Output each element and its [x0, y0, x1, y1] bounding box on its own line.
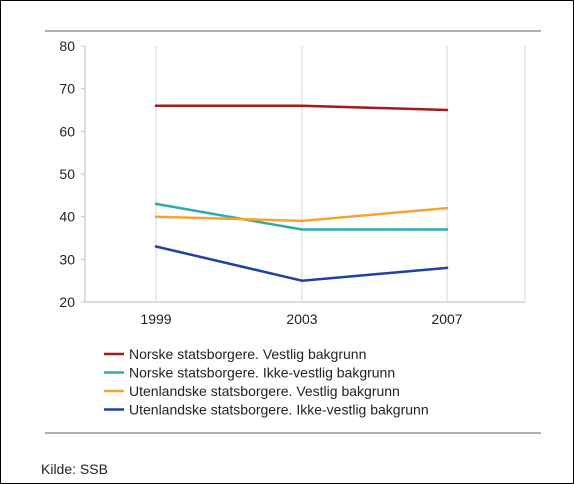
- y-tick-label: 60: [59, 123, 75, 139]
- x-tick-label: 1999: [140, 311, 171, 327]
- y-axis: 20 30 40 50 60 70 80: [59, 38, 85, 310]
- data-point: [300, 104, 304, 107]
- y-tick-label: 80: [59, 38, 75, 54]
- y-tick-label: 70: [59, 81, 75, 97]
- series-lines: [154, 104, 449, 282]
- x-axis: 1999 2003 2007: [140, 311, 462, 327]
- legend-label: Norske statsborgere. Ikke-vestlig bakgru…: [129, 365, 395, 381]
- grid-lines: [84, 46, 526, 303]
- source-note: Kilde: SSB: [41, 461, 108, 477]
- x-tick-label: 2003: [286, 311, 317, 327]
- y-tick-label: 20: [59, 294, 75, 310]
- data-point: [300, 279, 304, 282]
- data-point: [154, 104, 158, 107]
- y-tick-label: 40: [59, 209, 75, 225]
- legend-label: Utenlandske statsborgere. Vestlig bakgru…: [129, 383, 400, 399]
- legend-label: Utenlandske statsborgere. Ikke-vestlig b…: [129, 402, 429, 418]
- data-point: [300, 228, 304, 231]
- x-tick-label: 2007: [431, 311, 462, 327]
- legend-label: Norske statsborgere. Vestlig bakgrunn: [129, 346, 366, 362]
- y-tick-label: 30: [59, 251, 75, 267]
- data-point: [445, 108, 449, 112]
- data-point: [445, 266, 449, 270]
- data-point: [154, 202, 158, 206]
- data-point: [154, 215, 158, 218]
- legend: Norske statsborgere. Vestlig bakgrunn Nor…: [104, 346, 429, 418]
- data-point: [300, 219, 304, 223]
- y-tick-label: 50: [59, 166, 75, 182]
- data-point: [445, 228, 449, 231]
- data-point: [445, 206, 449, 210]
- data-point: [154, 245, 158, 248]
